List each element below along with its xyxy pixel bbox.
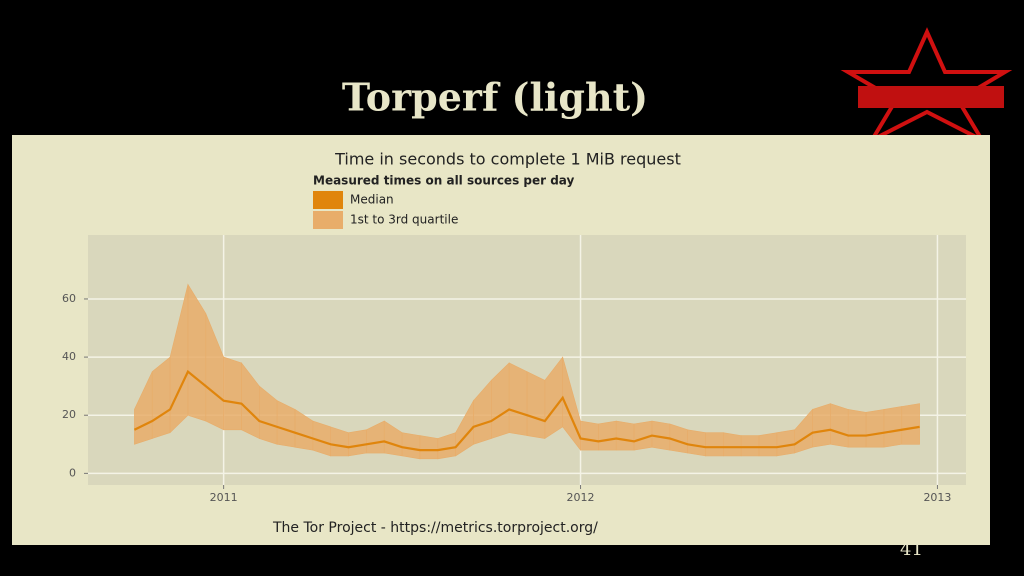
logo-keyboard	[858, 86, 1004, 108]
legend-label: 1st to 3rd quartile	[350, 213, 458, 227]
slide-title: Torperf (light)	[342, 75, 648, 120]
quartile-band	[223, 356, 242, 431]
legend-key	[313, 211, 343, 229]
x-tick-label: 2013	[923, 491, 951, 504]
x-tick-label: 2011	[210, 491, 238, 504]
quartile-band	[723, 432, 742, 457]
quartile-band	[740, 435, 760, 457]
quartile-band	[151, 356, 171, 439]
quartile-band	[776, 429, 795, 457]
median-line	[133, 369, 920, 452]
quartile-band	[598, 420, 617, 451]
footer: The Tor Project - https://metrics.torpro…	[272, 520, 598, 536]
legend-title: Measured times on all sources per day	[313, 174, 575, 188]
quartile-band	[830, 403, 849, 448]
y-tick-label: 20	[62, 408, 76, 421]
quartile-band	[526, 371, 546, 439]
quartile-band	[758, 432, 778, 457]
legend-key	[313, 191, 343, 209]
quartile-band	[812, 403, 831, 448]
quartile-band	[580, 420, 599, 451]
plot: 0 20 40 60 2011 2012 2013 Median 1st to 3rd quar…	[62, 191, 966, 504]
y-tick-label: 0	[69, 466, 76, 479]
quartile-band	[508, 362, 528, 436]
quartile-band	[847, 409, 867, 448]
quartile-band	[615, 420, 635, 451]
quartile-band	[883, 406, 903, 448]
quartile-band	[419, 435, 439, 460]
chart-title: Time in seconds to complete 1 MiB reques…	[334, 150, 681, 169]
page-number: 41	[900, 539, 923, 560]
y-tick-label: 60	[62, 292, 76, 305]
legend-label: Median	[350, 193, 394, 207]
quartile-band	[705, 432, 724, 457]
quartile-band	[687, 429, 706, 457]
quartile-band	[401, 432, 421, 460]
quartile-band	[901, 403, 920, 445]
logo-star	[840, 27, 1013, 145]
quartile-band	[348, 429, 367, 457]
x-tick-label: 2012	[567, 491, 595, 504]
quartile-band	[865, 409, 885, 448]
y-tick-label: 40	[62, 350, 76, 363]
